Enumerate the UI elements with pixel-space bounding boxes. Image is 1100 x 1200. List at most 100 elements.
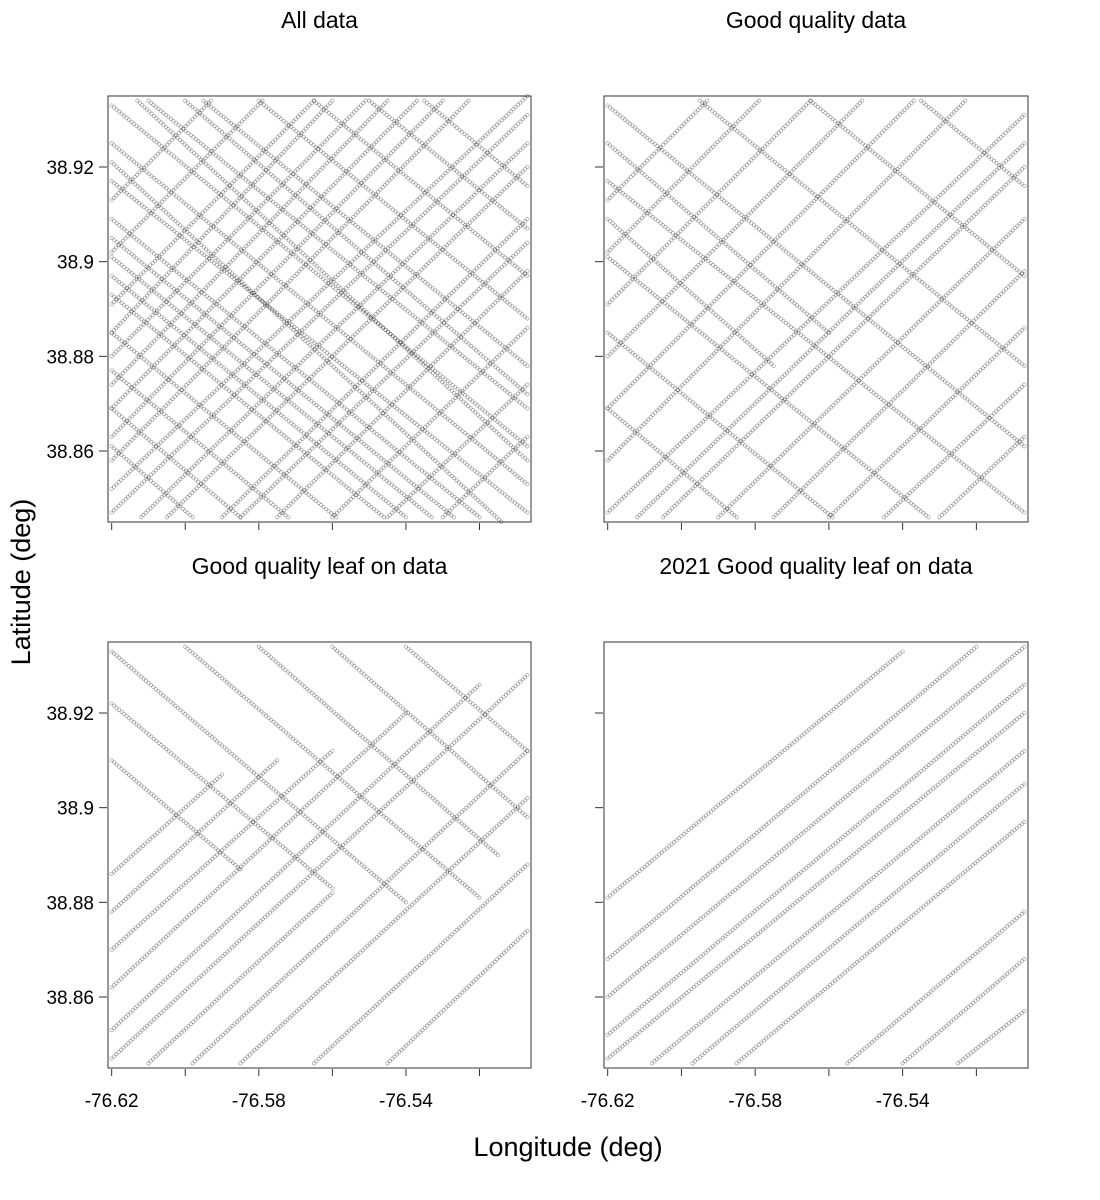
data-point	[368, 353, 373, 358]
data-point	[301, 260, 306, 265]
data-point	[448, 380, 453, 386]
data-point	[407, 416, 412, 421]
data-point	[405, 265, 410, 271]
data-point	[129, 157, 134, 162]
data-point	[116, 109, 122, 114]
data-point	[325, 200, 331, 205]
data-point	[109, 141, 114, 146]
data-point	[179, 273, 184, 279]
data-point	[415, 392, 420, 397]
data-point	[291, 126, 296, 132]
data-point	[335, 252, 341, 257]
data-point	[490, 377, 495, 383]
data-point	[246, 179, 251, 184]
data-point	[184, 353, 189, 359]
data-point	[181, 389, 187, 395]
data-point	[129, 233, 134, 238]
data-point	[269, 384, 274, 390]
data-point	[469, 509, 475, 514]
data-point	[279, 431, 284, 436]
data-point	[263, 496, 269, 501]
data-point	[342, 405, 347, 410]
data-point	[182, 236, 187, 242]
data-point	[440, 374, 445, 380]
data-point	[485, 411, 490, 416]
data-point	[211, 414, 217, 419]
data-point	[217, 264, 222, 270]
data-point	[349, 411, 355, 416]
data-point	[442, 339, 448, 344]
data-point	[337, 401, 342, 406]
data-point	[450, 302, 455, 307]
data-point	[262, 300, 267, 306]
data-point	[226, 163, 231, 168]
data-point	[295, 220, 301, 225]
data-point	[454, 496, 460, 502]
data-point	[129, 195, 134, 200]
data-point	[211, 106, 216, 112]
data-point	[177, 271, 182, 276]
data-point	[223, 161, 228, 166]
data-point	[149, 363, 154, 368]
data-point	[522, 442, 527, 447]
data-point	[390, 371, 396, 377]
data-point	[412, 500, 417, 506]
data-point	[226, 465, 231, 470]
data-point	[283, 209, 288, 215]
data-point	[452, 452, 457, 457]
data-point	[338, 254, 343, 259]
data-point	[192, 283, 197, 289]
data-point	[313, 144, 319, 150]
data-point	[117, 260, 122, 266]
data-point	[281, 510, 286, 516]
data-point	[344, 445, 349, 451]
data-point	[321, 276, 326, 282]
data-point	[209, 184, 214, 190]
data-point	[218, 459, 224, 464]
data-point	[303, 300, 308, 305]
data-point	[219, 306, 224, 311]
data-point	[263, 149, 269, 154]
data-point	[112, 294, 117, 299]
data-point	[440, 294, 445, 299]
data-point	[263, 193, 268, 199]
data-point	[204, 218, 209, 224]
data-point	[324, 429, 329, 434]
data-point	[427, 327, 433, 332]
data-point	[126, 420, 132, 426]
data-point	[462, 355, 468, 360]
data-point	[116, 412, 122, 417]
data-point	[161, 184, 167, 189]
data-point	[452, 384, 458, 390]
data-point	[199, 328, 204, 333]
data-point	[475, 365, 480, 371]
data-point	[221, 114, 226, 120]
data-point	[363, 274, 368, 279]
data-point	[437, 440, 442, 445]
data-point	[313, 270, 318, 275]
data-point	[146, 133, 152, 139]
data-point	[124, 380, 129, 386]
data-point	[380, 288, 385, 294]
data-point	[321, 504, 326, 510]
data-point	[221, 384, 227, 389]
data-point	[109, 103, 114, 108]
data-point	[457, 308, 463, 313]
data-point	[129, 346, 134, 352]
data-point	[149, 439, 154, 445]
data-point	[199, 176, 204, 182]
data-point	[199, 289, 204, 295]
data-point	[467, 435, 473, 440]
data-point	[323, 316, 328, 321]
data-point	[136, 163, 142, 168]
data-point	[447, 300, 453, 305]
data-point	[174, 269, 179, 274]
data-point	[367, 384, 372, 389]
data-point	[228, 467, 234, 472]
data-point	[289, 478, 294, 483]
data-point	[460, 391, 465, 396]
data-point	[159, 409, 164, 415]
data-point	[360, 347, 366, 352]
data-point	[323, 506, 329, 512]
data-point	[316, 146, 321, 152]
